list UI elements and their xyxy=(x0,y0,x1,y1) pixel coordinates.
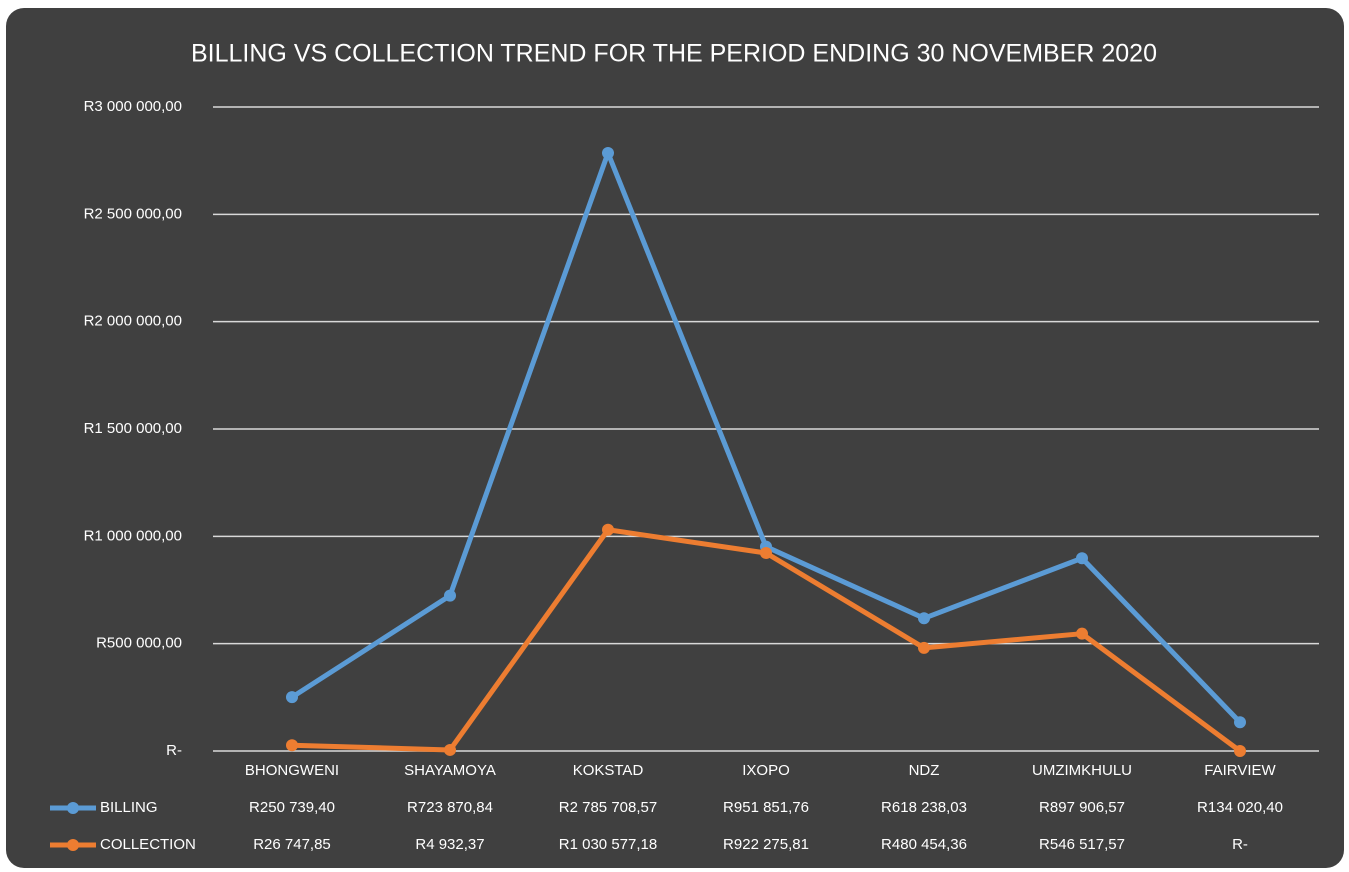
marker xyxy=(1076,552,1088,565)
y-tick-label: R2 500 000,00 xyxy=(84,205,182,222)
marker xyxy=(918,612,930,625)
marker xyxy=(602,523,614,536)
marker xyxy=(1234,716,1246,729)
table-value: R1 030 577,18 xyxy=(559,836,657,853)
y-tick-label: R- xyxy=(166,742,182,759)
x-tick-label: FAIRVIEW xyxy=(1204,762,1276,779)
table-value: R897 906,57 xyxy=(1039,799,1125,816)
marker xyxy=(918,641,930,654)
chart-background xyxy=(6,8,1344,868)
legend-label: COLLECTION xyxy=(100,836,196,853)
y-tick-label: R3 000 000,00 xyxy=(84,98,182,115)
marker xyxy=(1076,627,1088,640)
x-tick-label: BHONGWENI xyxy=(245,762,339,779)
table-value: R723 870,84 xyxy=(407,799,493,816)
table-value: R951 851,76 xyxy=(723,799,809,816)
chart-title: BILLING VS COLLECTION TREND FOR THE PERI… xyxy=(191,40,1157,68)
x-tick-label: IXOPO xyxy=(742,762,790,779)
table-value: R- xyxy=(1232,836,1248,853)
table-value: R134 020,40 xyxy=(1197,799,1283,816)
table-value: R250 739,40 xyxy=(249,799,335,816)
marker xyxy=(286,739,298,752)
table-value: R922 275,81 xyxy=(723,836,809,853)
marker xyxy=(1234,745,1246,757)
marker xyxy=(760,547,772,560)
x-tick-label: SHAYAMOYA xyxy=(404,762,496,779)
legend-marker xyxy=(67,839,79,851)
table-value: R2 785 708,57 xyxy=(559,799,657,816)
x-tick-label: UMZIMKHULU xyxy=(1032,762,1132,779)
x-tick-label: KOKSTAD xyxy=(573,762,644,779)
table-value: R546 517,57 xyxy=(1039,836,1125,853)
marker xyxy=(444,743,456,756)
marker xyxy=(602,147,614,160)
y-tick-label: R1 000 000,00 xyxy=(84,527,182,544)
marker xyxy=(444,589,456,602)
table-value: R26 747,85 xyxy=(253,836,331,853)
x-tick-label: NDZ xyxy=(909,762,940,779)
table-value: R480 454,36 xyxy=(881,836,967,853)
legend-label: BILLING xyxy=(100,799,158,816)
marker xyxy=(286,691,298,704)
y-tick-label: R1 500 000,00 xyxy=(84,420,182,437)
legend-marker xyxy=(67,802,79,814)
y-tick-label: R500 000,00 xyxy=(96,635,182,652)
table-value: R4 932,37 xyxy=(415,836,484,853)
table-value: R618 238,03 xyxy=(881,799,967,816)
y-tick-label: R2 000 000,00 xyxy=(84,313,182,330)
